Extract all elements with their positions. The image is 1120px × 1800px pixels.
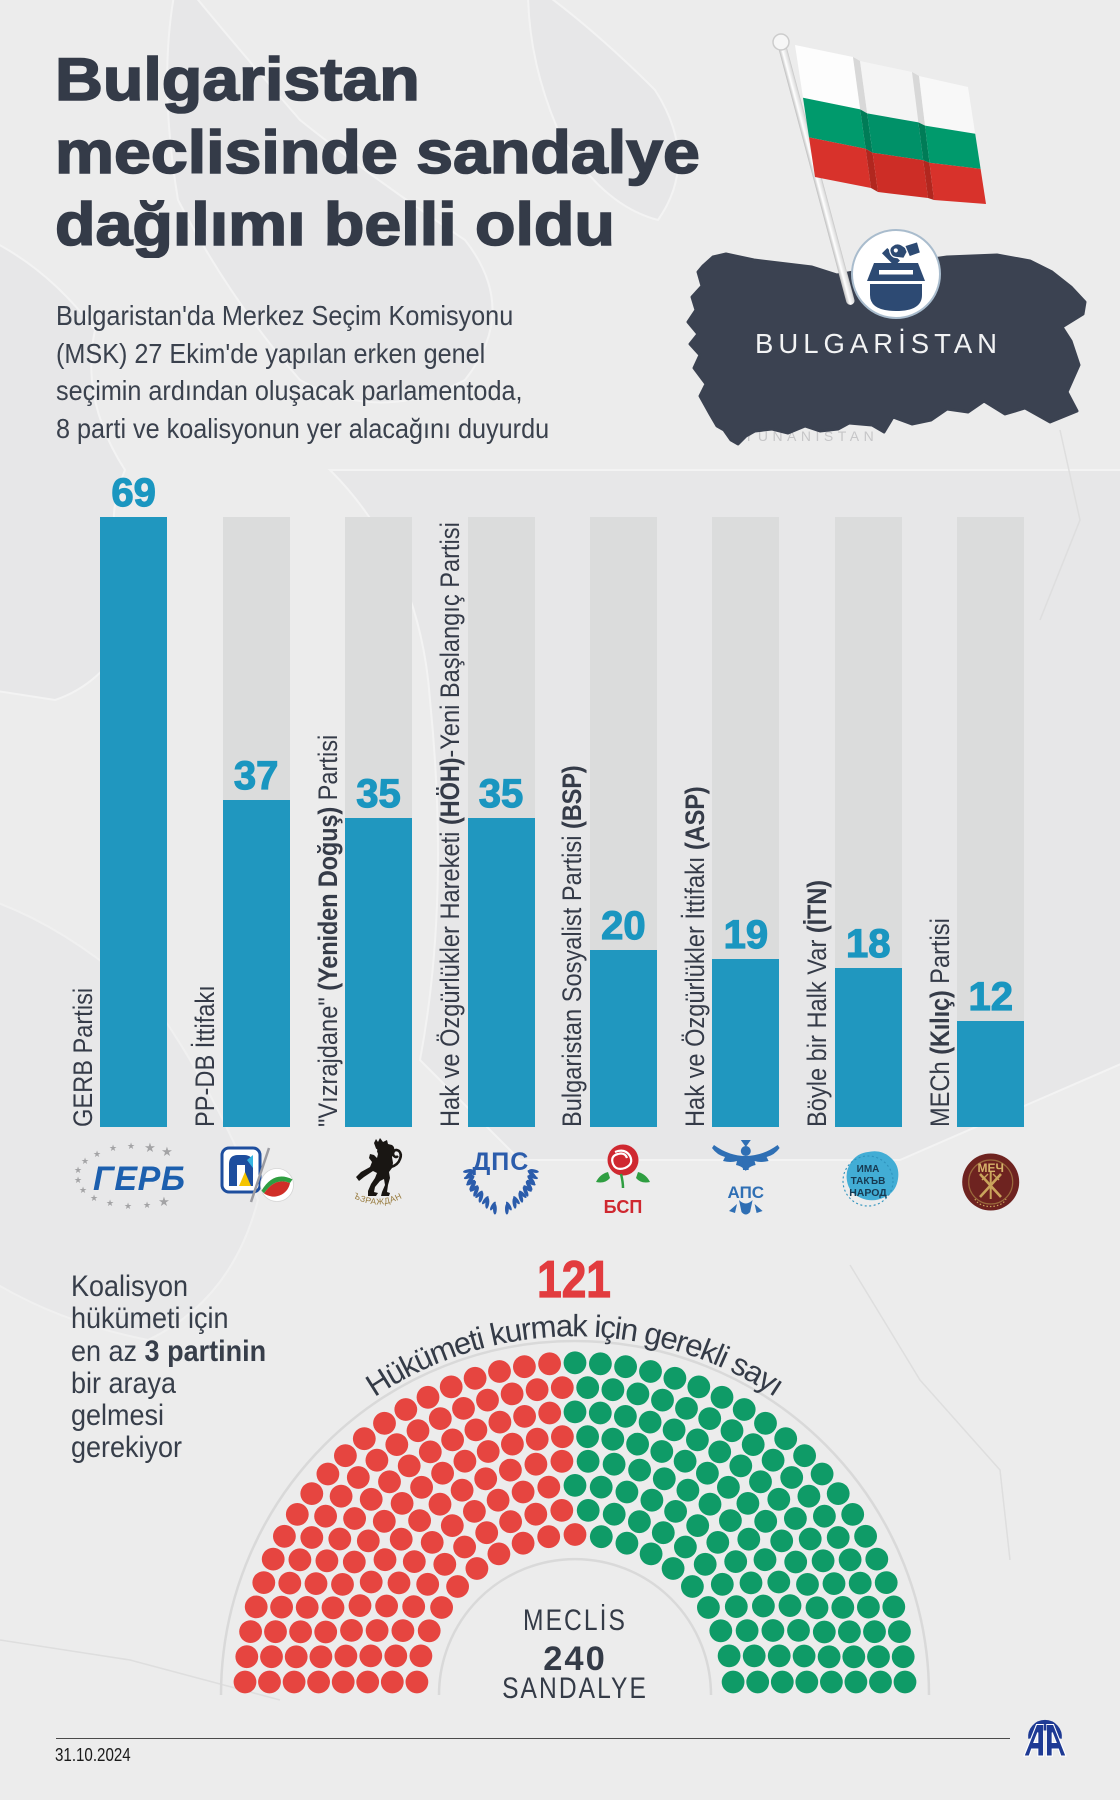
svg-text:АПС: АПС [728, 1183, 765, 1202]
svg-text:★: ★ [161, 1144, 173, 1159]
svg-text:★: ★ [127, 1141, 135, 1151]
svg-text:★: ★ [144, 1140, 156, 1155]
svg-text:ИМА: ИМА [857, 1164, 880, 1175]
svg-text:ГЕРБ: ГЕРБ [93, 1160, 185, 1198]
svg-text:МЕЧ: МЕЧ [977, 1161, 1003, 1175]
svg-text:★: ★ [93, 1149, 101, 1159]
svg-text:BULGARİSTAN: BULGARİSTAN [755, 328, 1002, 359]
svg-text:ВЪЗРАЖДАНЕ: ВЪЗРАЖДАНЕ [0, 1130, 403, 1207]
svg-text:★: ★ [158, 1194, 170, 1209]
svg-text:★: ★ [90, 1193, 98, 1203]
svg-text:БСП: БСП [604, 1197, 643, 1217]
svg-text:★: ★ [143, 1200, 151, 1210]
svg-text:ДПС: ДПС [472, 1148, 529, 1176]
svg-text:★: ★ [79, 1185, 87, 1195]
svg-text:★: ★ [74, 1175, 82, 1185]
svg-text:★: ★ [124, 1201, 132, 1211]
svg-text:НАРОД: НАРОД [849, 1187, 887, 1199]
svg-text:★: ★ [106, 1198, 114, 1208]
svg-text:ТАКЪВ: ТАКЪВ [851, 1176, 886, 1187]
svg-text:★: ★ [74, 1165, 82, 1175]
svg-text:★: ★ [81, 1156, 89, 1166]
svg-text:★: ★ [109, 1143, 117, 1153]
